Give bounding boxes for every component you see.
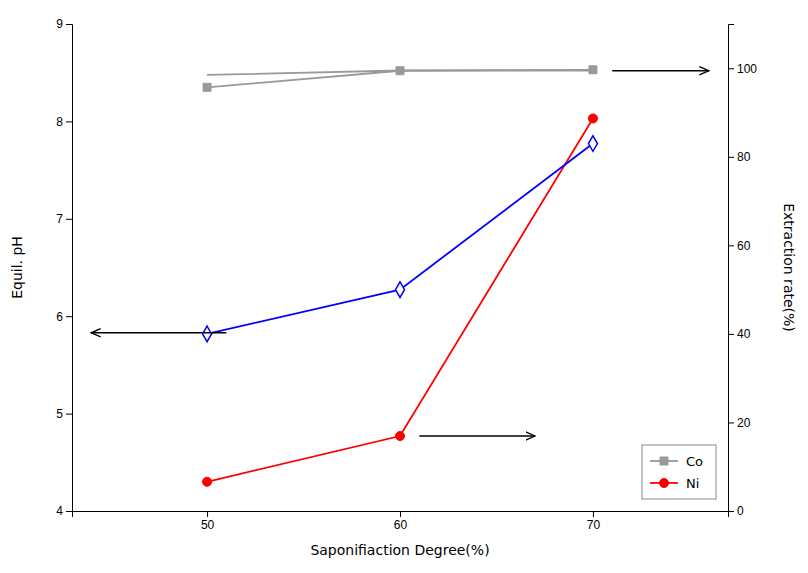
y-tick-mark: [66, 414, 72, 415]
x-tick: 60: [394, 511, 408, 532]
y2-tick-mark: [728, 422, 734, 423]
y-tick-label: 5: [56, 407, 63, 421]
plot-area: [91, 66, 708, 487]
x-axis: 50 60 70: [73, 511, 729, 532]
x-tick-mark: [207, 511, 208, 517]
series-point: [396, 67, 404, 75]
x-tick: 70: [587, 511, 601, 532]
x-tick-label: 70: [587, 518, 601, 532]
series-point: [588, 114, 597, 123]
annotation-arrow: [612, 70, 708, 71]
y-tick: 5: [56, 407, 72, 421]
series-point: [203, 83, 211, 91]
y2-tick-mark: [728, 245, 734, 246]
y2-tick-label: 0: [737, 504, 744, 518]
legend: Co Ni: [642, 445, 716, 499]
x-axis-line: [73, 512, 729, 518]
y2-axis-title: Extraction rate(%): [781, 203, 797, 332]
x-tick-label: 60: [394, 518, 408, 532]
y-tick: 6: [56, 310, 72, 324]
series-line: [207, 118, 593, 481]
series-point: [396, 282, 405, 298]
y-axis-line: [66, 25, 73, 512]
y2-tick-label: 100: [737, 62, 757, 76]
y-axis: 4 5 6 7 8 9: [56, 17, 72, 518]
y-tick-mark: [66, 121, 72, 122]
y-tick: 4: [56, 504, 72, 518]
series-point: [203, 477, 212, 486]
series-point: [395, 431, 404, 440]
legend-item: Co: [650, 454, 703, 469]
chart: 50 60 70 4 5 6 7 8 9 0 20 40 60 80 100 Saponifiaction D…: [0, 0, 808, 573]
y-tick-label: 7: [56, 212, 63, 226]
y2-tick: 80: [728, 150, 751, 164]
series-point: [203, 326, 212, 342]
y2-tick-mark: [728, 334, 734, 335]
legend-symbol: [659, 478, 668, 487]
x-tick-label: 50: [201, 518, 215, 532]
x-axis-title: Saponifiaction Degree(%): [310, 542, 489, 558]
x-tick-mark: [593, 511, 594, 517]
legend-frame: [642, 445, 716, 499]
y2-tick-mark: [728, 511, 734, 512]
y-tick-label: 8: [56, 115, 63, 129]
y2-tick: 40: [728, 327, 751, 341]
y-tick-label: 4: [56, 504, 63, 518]
y-tick-label: 9: [56, 17, 63, 31]
y2-axis: 0 20 40 60 80 100: [728, 25, 757, 519]
legend-item: Ni: [650, 476, 699, 491]
y2-tick-mark: [728, 157, 734, 158]
y-tick-mark: [66, 24, 72, 25]
legend-symbol: [660, 457, 668, 465]
y2-tick-label: 20: [737, 416, 751, 430]
y2-tick-mark: [728, 68, 734, 69]
x-tick-mark: [400, 511, 401, 517]
y-tick-mark: [66, 511, 72, 512]
y-tick: 8: [56, 115, 72, 129]
y-tick-label: 6: [56, 310, 63, 324]
y2-tick-label: 60: [737, 239, 751, 253]
y-axis-title: Equil. pH: [9, 236, 25, 299]
y2-tick: 100: [728, 62, 757, 76]
y-tick: 9: [56, 17, 72, 31]
y-tick: 7: [56, 212, 72, 226]
y-tick-mark: [66, 219, 72, 220]
y2-tick-label: 40: [737, 327, 751, 341]
y2-axis-line: [729, 25, 735, 512]
annotation-arrow: [419, 435, 535, 436]
y-tick-mark: [66, 316, 72, 317]
series-point: [588, 136, 597, 152]
series-line: [207, 144, 593, 334]
y2-tick-label: 80: [737, 150, 751, 164]
annotation-arrow: [91, 332, 226, 333]
y2-tick: 0: [728, 504, 744, 518]
series-point: [589, 66, 597, 74]
y2-tick: 60: [728, 239, 751, 253]
x-tick: 50: [201, 511, 215, 532]
y2-tick: 20: [728, 416, 751, 430]
legend-label: Co: [686, 454, 703, 469]
legend-label: Ni: [686, 476, 699, 491]
